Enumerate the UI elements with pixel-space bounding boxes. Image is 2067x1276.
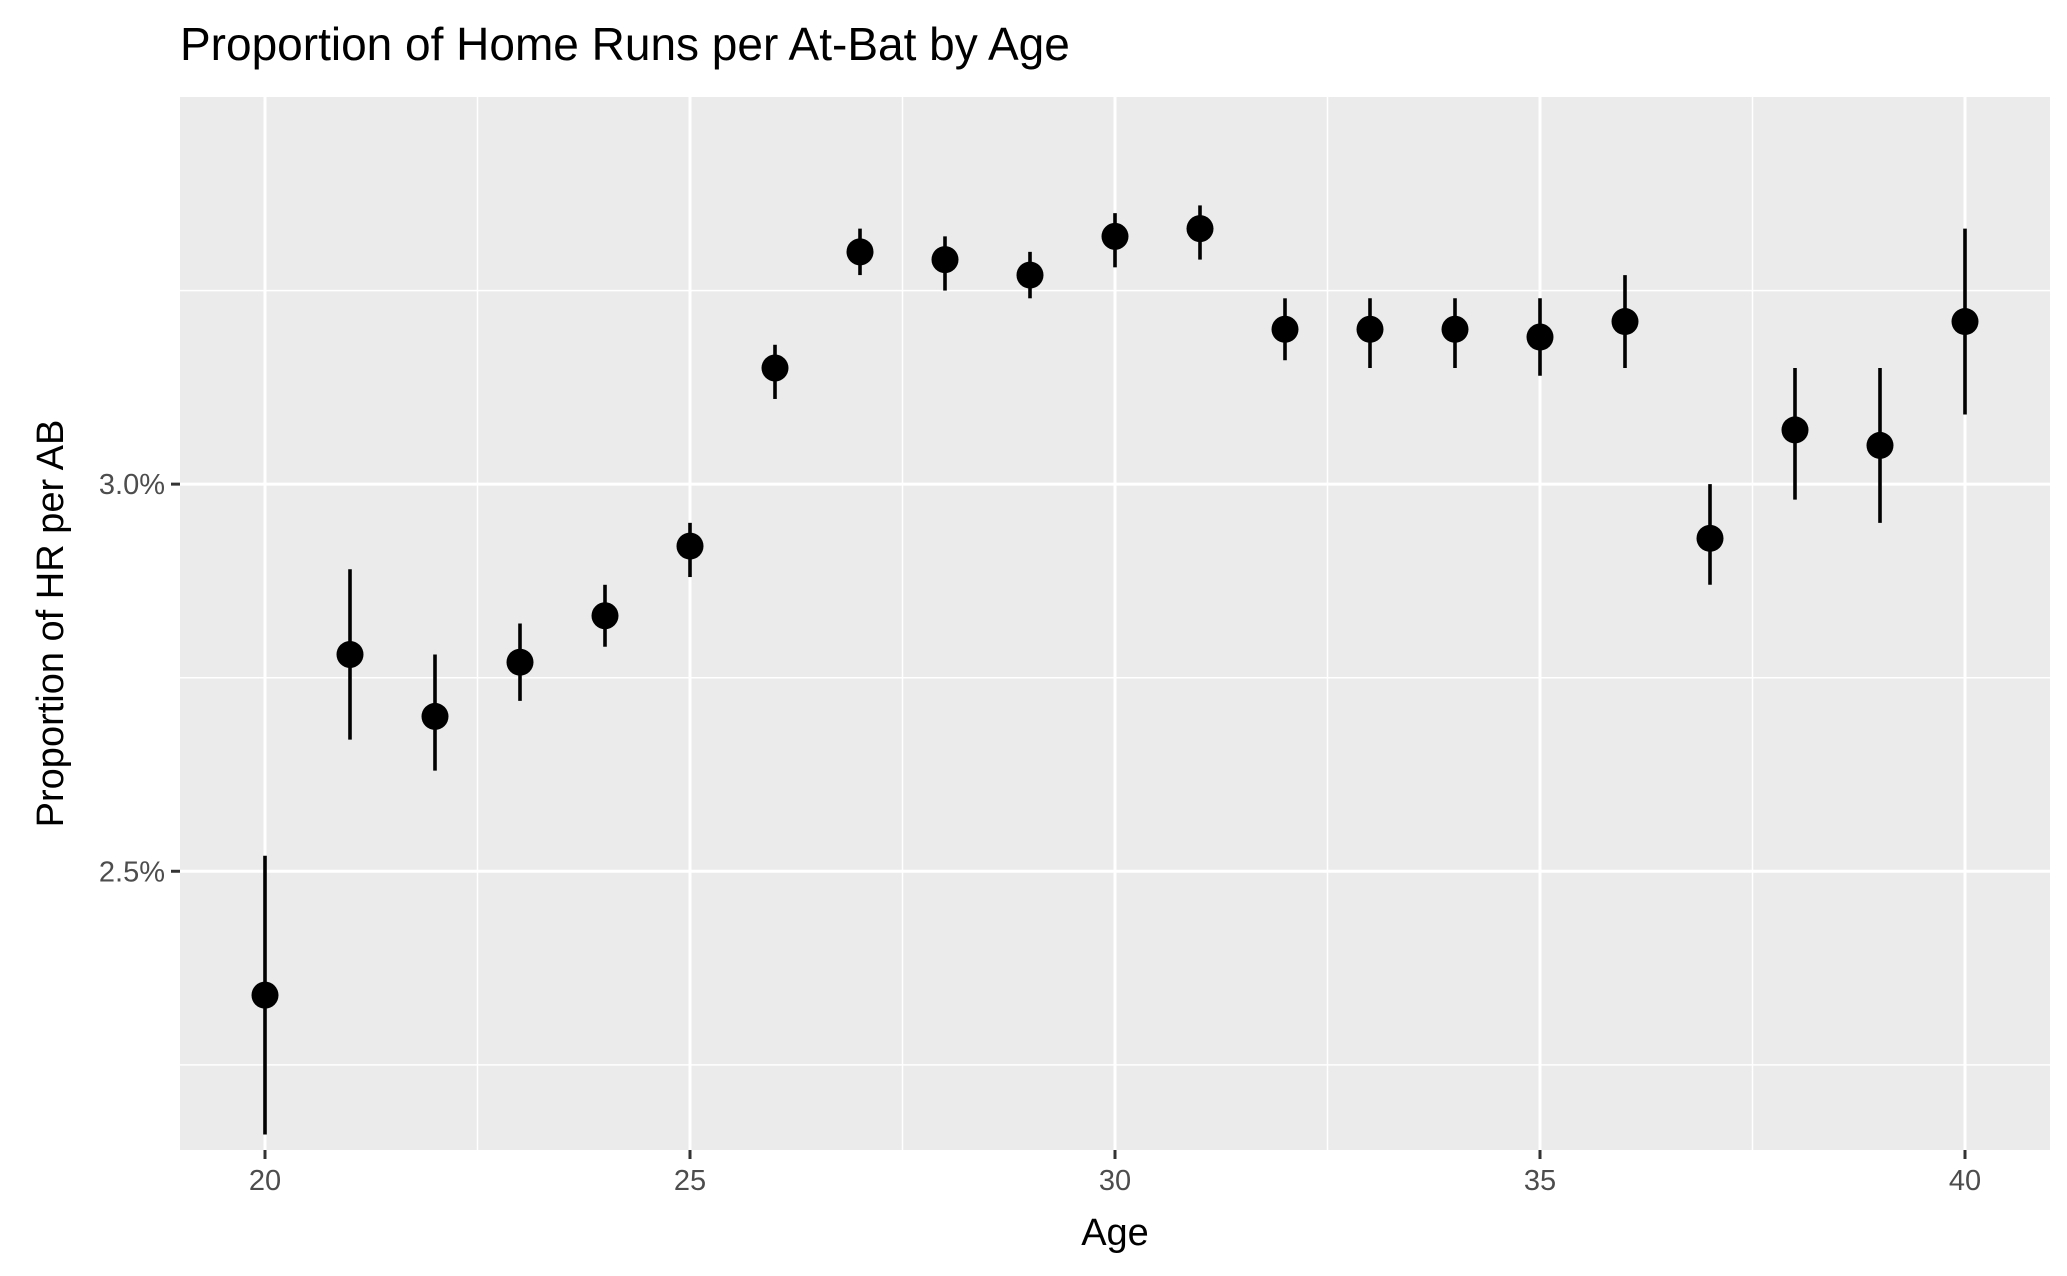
data-point — [421, 702, 449, 730]
y-axis-title: Proportion of HR per AB — [30, 420, 72, 828]
x-tick-label: 20 — [249, 1165, 281, 1197]
x-tick-label: 40 — [1949, 1165, 1981, 1197]
data-point — [761, 354, 789, 382]
data-point — [931, 246, 959, 274]
data-point — [1441, 315, 1469, 343]
x-tick-label: 25 — [674, 1165, 706, 1197]
x-tick-label: 35 — [1524, 1165, 1556, 1197]
mark-layer — [251, 205, 1979, 1135]
data-point — [251, 981, 279, 1009]
grid-layer — [180, 97, 2050, 1150]
data-point — [1951, 308, 1979, 336]
data-point — [1526, 323, 1554, 351]
data-point — [1356, 315, 1384, 343]
data-point — [506, 648, 534, 676]
axis-layer: 20 25 30 35 40 2.5% 3.0% — [99, 469, 1981, 1197]
y-tick-label: 3.0% — [99, 469, 165, 501]
x-axis-title: Age — [1081, 1212, 1149, 1254]
x-tick-label: 30 — [1099, 1165, 1131, 1197]
data-point — [1866, 431, 1894, 459]
data-point — [1696, 524, 1724, 552]
y-tick-label: 2.5% — [99, 856, 165, 888]
data-point — [336, 640, 364, 668]
data-point — [1016, 261, 1044, 289]
chart-title: Proportion of Home Runs per At-Bat by Ag… — [180, 18, 1070, 70]
data-point — [1271, 315, 1299, 343]
data-point — [591, 602, 619, 630]
data-point — [1781, 416, 1809, 444]
data-point — [1186, 215, 1214, 243]
data-point — [846, 238, 874, 266]
data-point — [676, 532, 704, 560]
data-point — [1101, 222, 1129, 250]
data-point — [1611, 308, 1639, 336]
